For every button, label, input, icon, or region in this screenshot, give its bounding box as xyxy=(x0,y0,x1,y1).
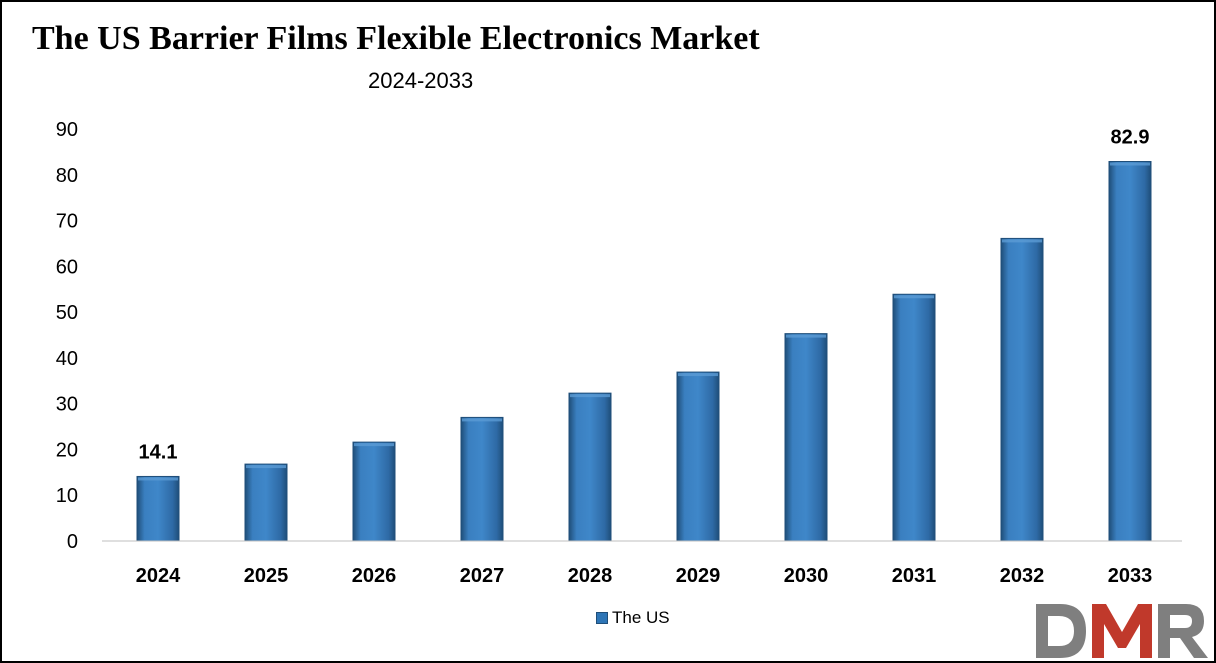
logo-letter-m xyxy=(1092,604,1152,658)
y-tick-label: 90 xyxy=(56,119,78,141)
legend-swatch xyxy=(596,612,608,624)
x-tick-label: 2028 xyxy=(568,565,613,587)
bar-top-highlight xyxy=(678,373,718,377)
bars xyxy=(136,161,1152,542)
y-tick-label: 80 xyxy=(56,165,78,187)
x-tick-label: 2026 xyxy=(352,565,397,587)
bar-top-highlight xyxy=(786,334,826,338)
bar-top-highlight xyxy=(354,443,394,447)
bar-2029 xyxy=(676,371,720,542)
y-tick-label: 40 xyxy=(56,348,78,370)
y-tick-label: 10 xyxy=(56,485,78,507)
x-tick-label: 2032 xyxy=(1000,565,1045,587)
logo-letter-d xyxy=(1036,604,1086,658)
data-labels: 14.1 82.9 xyxy=(139,127,1150,464)
y-tick-label: 50 xyxy=(56,302,78,324)
y-axis-ticks: 0 10 20 30 40 50 60 70 80 90 xyxy=(56,119,78,553)
chart-subtitle: 2024-2033 xyxy=(368,68,474,93)
x-tick-label: 2027 xyxy=(460,565,505,587)
x-axis-ticks: 2024 2025 2026 2027 2028 2029 2030 2031 2032 2033 xyxy=(136,565,1153,587)
x-tick-label: 2030 xyxy=(784,565,829,587)
bar-top-highlight xyxy=(570,394,610,398)
bar-2024 xyxy=(136,475,180,542)
bar-top-highlight xyxy=(246,465,286,469)
chart-title: The US Barrier Films Flexible Electronic… xyxy=(32,20,760,57)
legend-label: The US xyxy=(612,608,670,627)
bar-2027 xyxy=(460,416,504,542)
y-tick-label: 20 xyxy=(56,439,78,461)
logo-letter-r xyxy=(1158,604,1208,658)
y-tick-label: 0 xyxy=(67,531,78,553)
bar-top-highlight xyxy=(1002,239,1042,243)
bar-2033 xyxy=(1108,161,1152,542)
bar-top-highlight xyxy=(894,295,934,299)
bar-2032 xyxy=(1000,237,1044,542)
bar-2025 xyxy=(244,463,288,542)
data-label: 82.9 xyxy=(1111,127,1150,149)
bar-2030 xyxy=(784,333,828,542)
x-tick-label: 2024 xyxy=(136,565,181,587)
y-tick-label: 60 xyxy=(56,256,78,278)
bar-top-highlight xyxy=(462,418,502,422)
x-tick-label: 2025 xyxy=(244,565,289,587)
bar-2028 xyxy=(568,392,612,542)
legend: The US xyxy=(596,608,670,628)
data-label: 14.1 xyxy=(139,441,178,463)
x-tick-label: 2031 xyxy=(892,565,937,587)
y-tick-label: 70 xyxy=(56,211,78,233)
bar-top-highlight xyxy=(138,477,178,481)
bar-2026 xyxy=(352,441,396,542)
x-tick-label: 2029 xyxy=(676,565,721,587)
dmr-logo xyxy=(1036,604,1208,658)
x-tick-label: 2033 xyxy=(1108,565,1153,587)
bar-top-highlight xyxy=(1110,162,1150,166)
bar-2031 xyxy=(892,293,936,542)
y-tick-label: 30 xyxy=(56,394,78,416)
